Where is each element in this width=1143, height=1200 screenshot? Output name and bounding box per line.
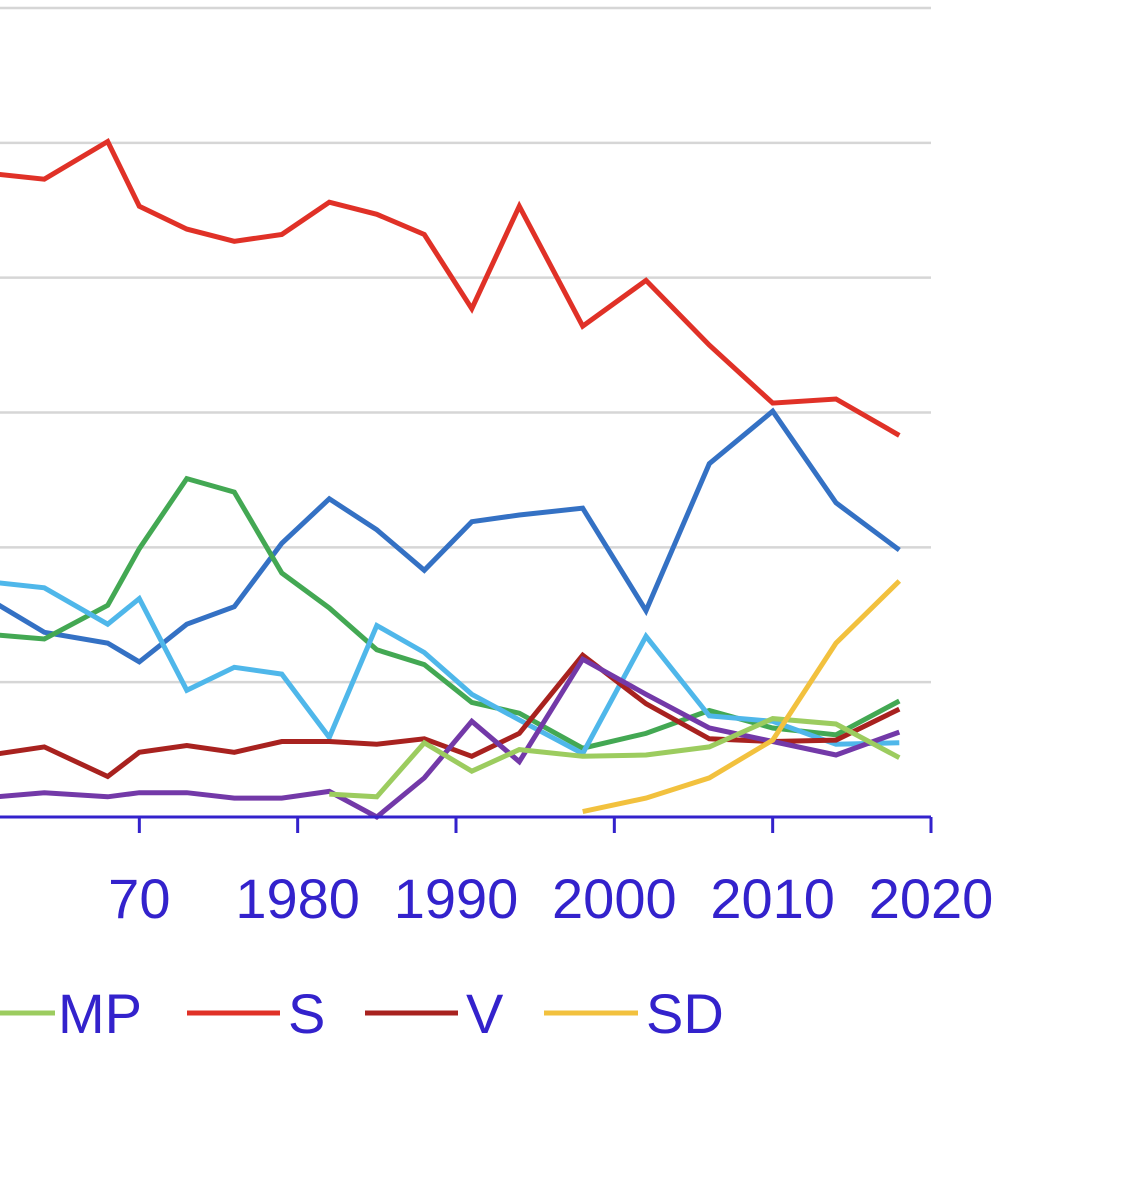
x-tick-label: 70	[108, 867, 170, 930]
legend-item-s: S	[187, 982, 325, 1045]
series-line-sd	[582, 579, 902, 815]
x-tick-label: 2020	[869, 867, 994, 930]
series-line-v	[0, 651, 901, 780]
legend-label: SD	[646, 982, 724, 1045]
legend-item-mp: MP	[0, 982, 142, 1045]
series-line-3	[0, 475, 901, 751]
x-tick-label: 1990	[394, 867, 519, 930]
legend: MP S V SD	[0, 982, 724, 1045]
legend-label: MP	[58, 982, 142, 1045]
series-line-s	[0, 137, 901, 438]
x-tick-label: 2010	[710, 867, 835, 930]
legend-item-sd: SD	[544, 982, 724, 1045]
legend-label: V	[466, 982, 504, 1045]
series-line-mp	[329, 716, 901, 800]
series-line-6	[0, 655, 901, 820]
gridlines	[0, 6, 931, 684]
plot-area	[0, 137, 902, 820]
x-axis-ticks: 70 1980 1990 2000 2010 2020	[108, 817, 993, 930]
series-line-2	[0, 407, 901, 665]
x-tick-label: 1980	[235, 867, 360, 930]
legend-label: S	[288, 982, 325, 1045]
series-line-4	[0, 580, 900, 757]
x-tick-label: 2000	[552, 867, 677, 930]
legend-item-v: V	[365, 982, 504, 1045]
